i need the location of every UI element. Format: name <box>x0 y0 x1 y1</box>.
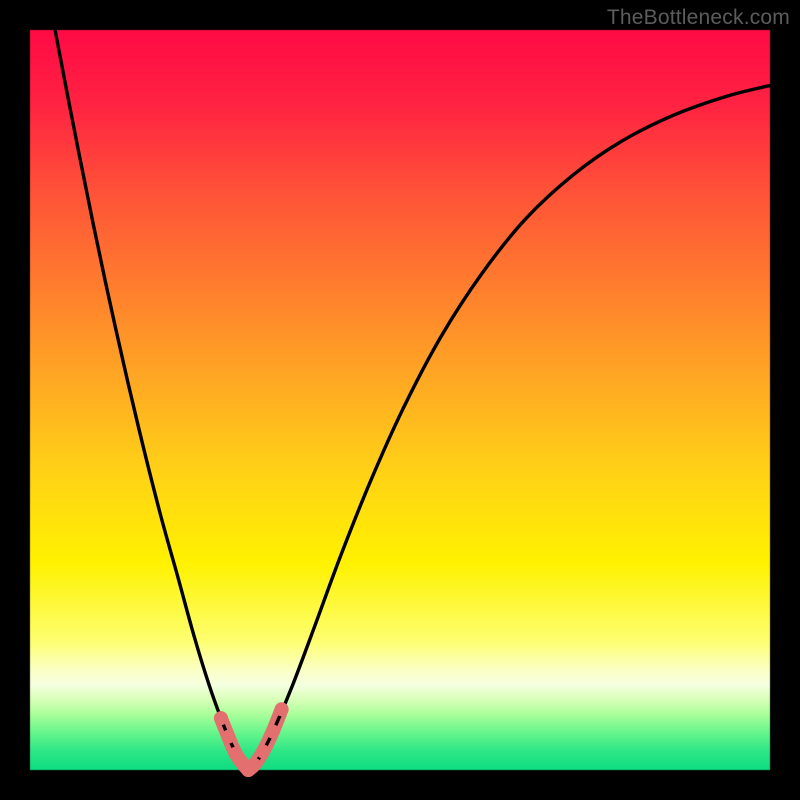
chart-stage: TheBottleneck.com <box>0 0 800 800</box>
gradient-background <box>0 0 800 800</box>
watermark-label: TheBottleneck.com <box>607 6 790 30</box>
